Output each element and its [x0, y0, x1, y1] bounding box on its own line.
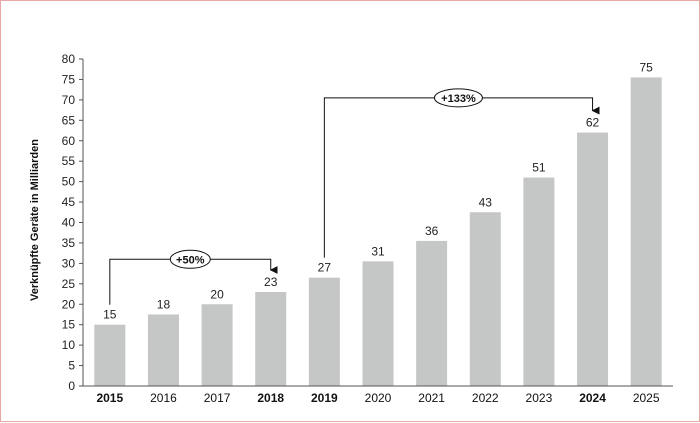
y-tick-label: 25: [62, 277, 76, 291]
x-tick-label: 2024: [579, 391, 606, 405]
x-tick-label: 2022: [472, 391, 499, 405]
bar: [362, 261, 394, 386]
bar-value-label: 51: [532, 161, 546, 175]
y-tick-label: 45: [62, 195, 76, 209]
bar-value-label: 20: [210, 287, 224, 301]
y-axis: 0 5 10 15 20 25 30 35 40 45 50 55 60 65 70 75 80: [62, 52, 84, 393]
y-tick-label: 65: [62, 113, 76, 127]
x-tick-label: 2019: [311, 391, 338, 405]
y-tick-label: 75: [62, 72, 76, 86]
x-tick-label: 2016: [150, 391, 177, 405]
x-tick-label: 2018: [257, 391, 284, 405]
bar: [416, 240, 448, 386]
y-tick-label: 5: [68, 359, 75, 373]
bar-value-label: 18: [157, 297, 171, 311]
y-axis-title: Verknüpfte Geräte in Milliarden: [29, 139, 41, 301]
growth-label: +50%: [176, 254, 205, 266]
growth-badge: [433, 88, 483, 108]
bar-value-label: 15: [103, 308, 117, 322]
x-tick-label: 2025: [633, 391, 660, 405]
y-tick-label: 15: [62, 318, 76, 332]
bar-value-label: 27: [318, 261, 332, 275]
bar-value-label: 36: [425, 224, 439, 238]
x-tick-label: 2020: [365, 391, 392, 405]
bar: [308, 277, 340, 386]
growth-label: +133%: [441, 93, 476, 105]
x-tick-label: 2015: [96, 391, 123, 405]
bar: [147, 314, 179, 386]
bar: [255, 291, 287, 386]
y-tick-label: 40: [62, 216, 76, 230]
y-tick-label: 35: [62, 236, 76, 250]
x-tick-label: 2017: [204, 391, 231, 405]
y-tick-label: 60: [62, 134, 76, 148]
y-tick-label: 50: [62, 175, 76, 189]
bar-value-label: 23: [264, 275, 278, 289]
bar-value-label: 62: [586, 116, 600, 130]
bar: [630, 77, 662, 387]
bar: [201, 304, 233, 386]
y-tick-label: 20: [62, 297, 76, 311]
data-labels: 15 18 20 23 27 31 36 43 51 62 75: [103, 60, 653, 321]
y-tick-label: 55: [62, 154, 76, 168]
bar: [94, 324, 126, 386]
bar: [469, 212, 501, 386]
bar: [577, 132, 609, 386]
x-tick-label: 2021: [418, 391, 445, 405]
x-axis: 2015 2016 2017 2018 2019 2020 2021 2022 2023 2024…: [83, 385, 673, 405]
y-tick-label: 0: [68, 379, 75, 393]
y-tick-label: 70: [62, 93, 76, 107]
x-tick-label: 2023: [526, 391, 553, 405]
bar-value-label: 43: [479, 195, 493, 209]
y-tick-label: 80: [62, 52, 76, 66]
y-tick-label: 30: [62, 256, 76, 270]
bar-value-label: 75: [640, 60, 654, 74]
growth-badge: [169, 249, 211, 269]
bars: [94, 77, 662, 387]
y-tick-label: 10: [62, 338, 76, 352]
annotations: +50% +133%: [109, 88, 600, 305]
bar: [523, 177, 555, 386]
bar-value-label: 31: [371, 244, 385, 258]
